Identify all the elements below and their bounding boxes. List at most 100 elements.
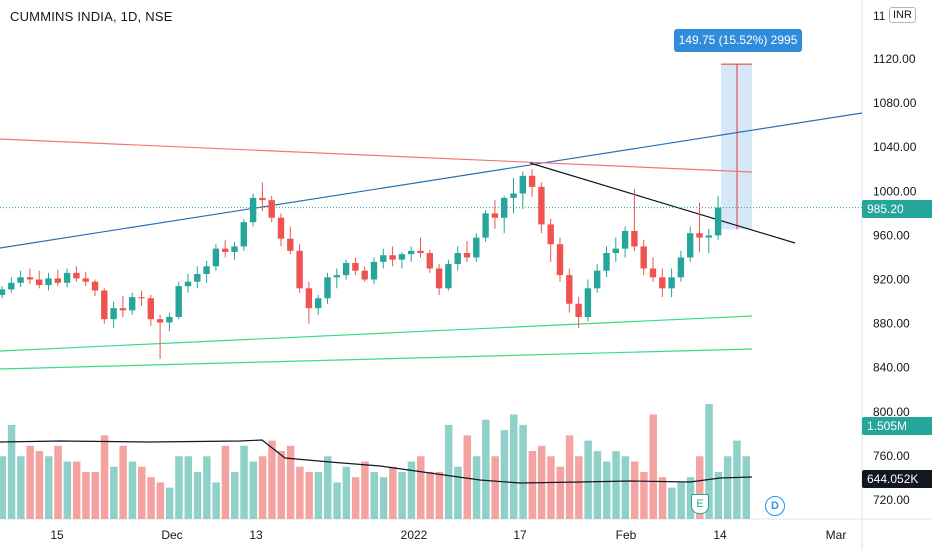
y-tick-label: 960.00 [873,228,910,242]
candle-body [594,270,601,289]
volume-bar [630,461,639,519]
candle-body [659,277,666,289]
volume-bar [175,456,183,519]
candle-body [45,278,52,286]
volume-bar [584,440,592,519]
candle-body [203,266,210,274]
volume-bar [491,456,499,519]
volume-bar [165,487,174,519]
y-tick-label: 920.00 [873,273,910,287]
volume-bar [454,466,462,519]
candle-body [454,253,461,265]
candle-body [63,272,71,283]
volume-bar [444,424,453,519]
candle-body [463,253,471,258]
volume-bar [370,471,378,519]
candle-body [510,193,517,198]
volume-bar [714,471,723,519]
volume-bar [296,466,304,519]
volume-bar [231,471,239,519]
candle-body [696,233,703,238]
volume-bar [621,456,630,519]
candle-body [398,254,406,260]
volume-bar [72,461,81,519]
candle-body [705,235,712,238]
volume-bar [723,456,732,519]
volume-bar [54,445,62,519]
currency-button[interactable]: INR [889,7,916,23]
volume-bar [342,466,351,519]
candle-body [631,230,638,247]
volume-bar [528,451,537,519]
volume-bar [35,451,44,519]
candle-body [129,297,136,311]
candle-body [547,224,554,245]
candle-body [315,298,322,309]
earnings-event-icon[interactable]: E [691,494,709,514]
x-tick-label: 15 [50,528,64,542]
volume-ma-line [0,439,753,484]
candle-body [380,255,387,262]
volume-bar [547,456,555,519]
volume-bar [361,461,369,519]
volume-bar [26,445,34,519]
candle-body [473,237,480,258]
candle-body [212,248,220,267]
candle-body [175,286,182,317]
volume-bar [221,445,230,519]
volume-bar [45,456,53,519]
volume-bar [147,477,155,519]
dividend-event-icon[interactable]: D [765,496,785,516]
volume-bar [649,414,657,519]
candle-body [249,197,257,223]
volume-bar [203,456,211,519]
volume-bar [0,456,6,519]
volume-bar [128,461,137,519]
x-tick-label: 2022 [401,528,428,542]
volume-bar [463,435,471,519]
volume-bar [742,456,750,519]
candle-body [482,213,489,238]
candle-body [621,230,629,249]
volume-bar [138,466,146,519]
candle-body [277,217,285,239]
volume-bar [519,424,527,519]
x-tick-label: 14 [713,528,727,542]
volume-bar [100,435,109,519]
volume-bar [156,482,165,519]
volume-bar [82,471,90,519]
candle-body [240,222,247,247]
volume-bar [193,471,202,519]
volume-bar [63,461,72,519]
candle-body [324,277,331,299]
candle-body [231,246,238,252]
candle-body [370,261,378,280]
candle-body [342,262,350,276]
measure-label: 149.75 (15.52%) 2995 [674,29,802,52]
volume-bar [510,414,518,519]
volume-bar [575,456,583,519]
y-tick-label: 800.00 [873,405,910,419]
y-tick-label: 880.00 [873,317,910,331]
volume-bar [500,430,509,519]
descending-trendline [529,162,796,244]
candle-body [714,207,722,236]
candle-body [519,175,526,194]
volume-bar [305,471,313,519]
volume-bar [686,477,695,519]
volume-bar [240,445,248,519]
volume-bar [603,461,611,519]
x-tick-label: 17 [513,528,527,542]
candle-body [640,246,647,269]
y-tick-label: 1080.00 [873,96,917,110]
candle-body [445,264,452,289]
volume-bar [184,456,192,519]
candle-body [73,272,80,279]
y-tick-label: 1040.00 [873,140,917,154]
candle-body [8,282,15,290]
volume-bar [324,456,332,519]
volume-bar [472,456,481,519]
candle-body [91,281,99,291]
candle-body [147,298,154,320]
